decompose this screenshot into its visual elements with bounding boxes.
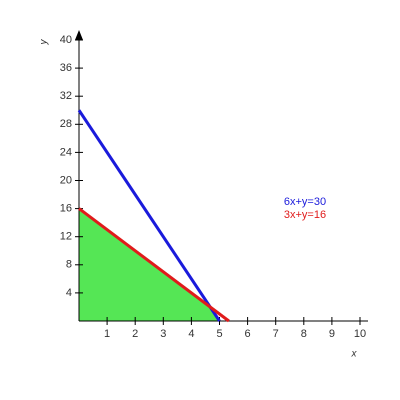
legend-label: 3x+y=16 xyxy=(284,209,326,221)
y-tick-label: 4 xyxy=(66,287,72,299)
x-axis-title: x xyxy=(351,349,358,360)
x-tick-label: 6 xyxy=(245,328,251,340)
x-tick-label: 9 xyxy=(329,328,335,340)
y-tick-label: 40 xyxy=(60,34,72,46)
y-axis-arrow xyxy=(75,30,83,40)
y-tick-label: 28 xyxy=(60,118,72,130)
x-tick-label: 7 xyxy=(273,328,279,340)
x-tick-label: 2 xyxy=(132,328,138,340)
y-tick-label: 8 xyxy=(66,259,72,271)
x-tick-label: 10 xyxy=(354,328,366,340)
x-tick-label: 4 xyxy=(188,328,194,340)
y-tick-label: 32 xyxy=(60,90,72,102)
line xyxy=(78,207,230,323)
y-tick-label: 36 xyxy=(60,62,72,74)
line xyxy=(77,109,221,322)
x-tick-label: 3 xyxy=(160,328,166,340)
x-tick-label: 5 xyxy=(216,328,222,340)
x-tick-label: 8 xyxy=(301,328,307,340)
legend-label: 6x+y=30 xyxy=(284,196,326,208)
x-tick-label: 1 xyxy=(104,328,110,340)
y-tick-label: 16 xyxy=(60,203,72,215)
y-tick-label: 12 xyxy=(60,231,72,243)
y-tick-label: 24 xyxy=(60,146,72,158)
y-tick-label: 20 xyxy=(60,174,72,186)
y-axis-title: y xyxy=(39,39,50,46)
